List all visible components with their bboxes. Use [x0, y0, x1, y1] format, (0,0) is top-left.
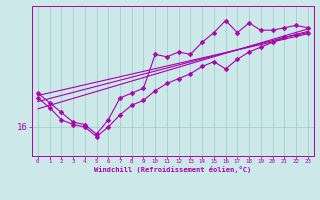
X-axis label: Windchill (Refroidissement éolien,°C): Windchill (Refroidissement éolien,°C) — [94, 166, 252, 173]
